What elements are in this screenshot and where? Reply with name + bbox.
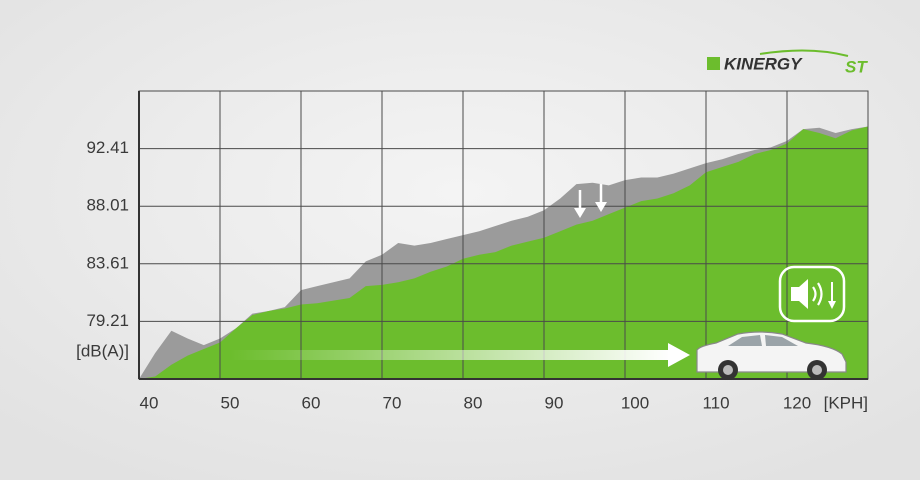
y-tick-label: 88.01: [86, 196, 129, 215]
y-tick-label: 79.21: [86, 311, 129, 330]
logo-swoosh: [759, 49, 849, 57]
plot-area: 79.21 83.61 88.01 92.41 40 50 60 70 80 90 100 110 12…: [76, 90, 869, 412]
y-axis-label: [dB(A)]: [76, 341, 129, 360]
speed-arrow-head: [668, 343, 690, 367]
x-tick-label: 120: [783, 393, 811, 412]
logo-square: [707, 57, 720, 70]
speed-arrow-shaft: [230, 350, 670, 360]
y-tick-label: 83.61: [86, 253, 129, 272]
x-tick-label: 50: [221, 393, 240, 412]
car-icon: [696, 331, 847, 380]
logo-suffix: ST: [845, 57, 868, 76]
logo-name: KINERGY: [724, 54, 803, 73]
x-tick-label: 60: [302, 393, 321, 412]
x-tick-label: 80: [464, 393, 483, 412]
x-axis-label: [KPH]: [824, 393, 868, 412]
y-tick-label: 92.41: [86, 138, 129, 157]
x-tick-label: 110: [702, 393, 729, 412]
area: [139, 126, 868, 379]
x-tick-label: 70: [383, 393, 402, 412]
down-arrows: [574, 184, 607, 218]
x-tick-label: 100: [621, 393, 649, 412]
sound-icon: [778, 265, 846, 323]
x-tick-label: 90: [545, 393, 564, 412]
decoration: [230, 49, 849, 380]
x-tick-label: 40: [140, 393, 159, 412]
